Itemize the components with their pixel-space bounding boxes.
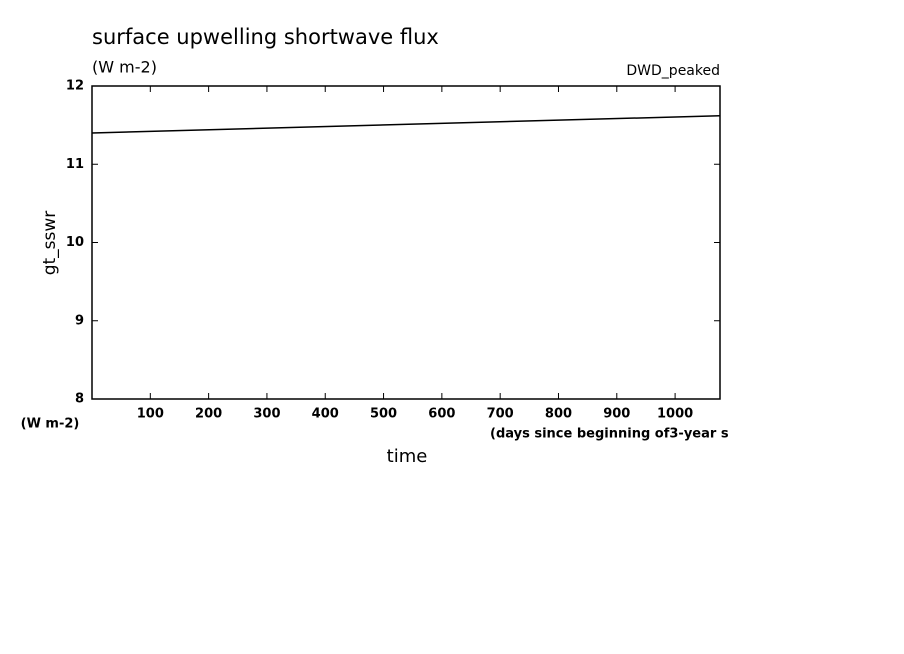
y-tick-label: 9 [75, 313, 84, 328]
y-tick-label: 11 [66, 157, 84, 172]
y-axis-label: gt_sswr [40, 211, 60, 276]
x-tick-label: 900 [603, 407, 630, 422]
plot-frame [91, 85, 721, 400]
y-unit: (W m-2) [21, 417, 80, 432]
x-tick-label: 800 [545, 407, 572, 422]
x-tick-label: 200 [195, 407, 222, 422]
x-tick-label: 1000 [657, 407, 693, 422]
x-tick-label: 600 [428, 407, 455, 422]
x-tick-label: 100 [137, 407, 164, 422]
x-tick-label: 500 [370, 407, 397, 422]
x-tick-label: 300 [253, 407, 280, 422]
y-tick-label: 12 [66, 79, 84, 94]
x-tick-label: 400 [312, 407, 339, 422]
x-tick-label: 700 [487, 407, 514, 422]
annotation: DWD_peaked [626, 63, 720, 79]
chart-subtitle: (W m-2) [92, 58, 157, 77]
y-tick-label: 10 [66, 235, 84, 250]
chart-title: surface upwelling shortwave flux [92, 25, 439, 49]
x-unit: (days since beginning of3-year s [490, 427, 729, 442]
data-line [91, 114, 721, 134]
x-axis-label: time [387, 446, 428, 467]
y-tick-label: 8 [75, 392, 84, 407]
